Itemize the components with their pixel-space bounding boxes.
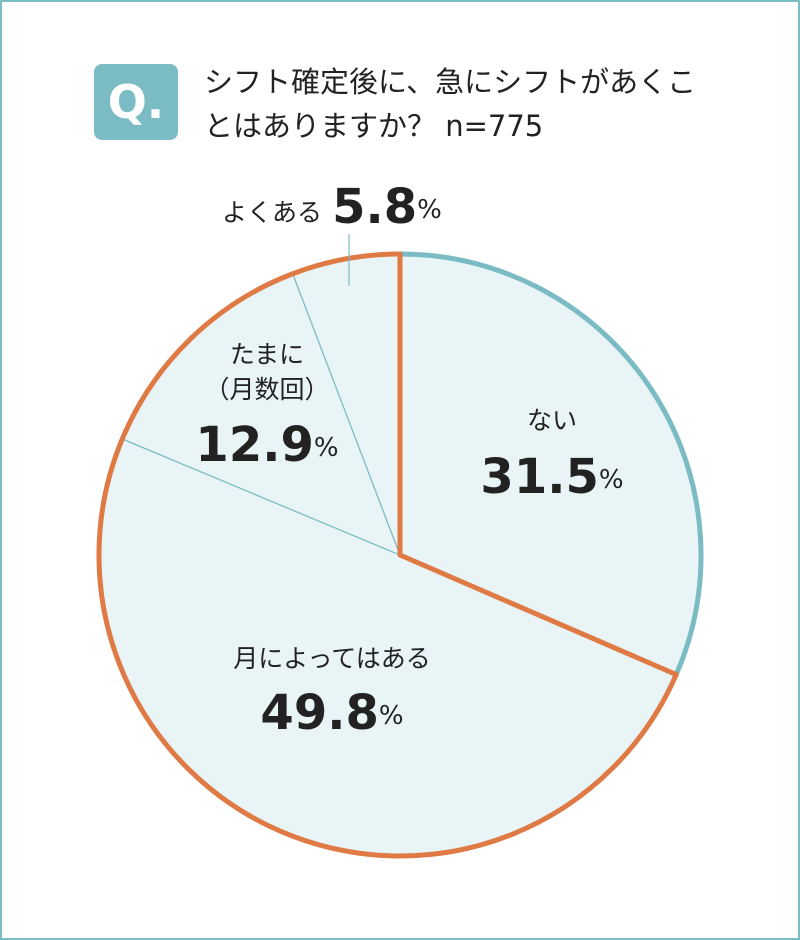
slice-label: ない [527,406,577,435]
value-label: 12.9% [195,417,338,473]
slice-label: よくある [222,198,322,227]
slice-label: 月によってはある [233,644,431,673]
question-badge: Q. [94,64,178,140]
value-label: 5.8% [332,179,442,235]
slice-label: たまに（月数回） [204,340,329,404]
slice-divider [397,552,679,678]
slice-outline [399,251,704,676]
slice-outline [96,437,679,859]
slice-outline [291,251,401,277]
value-label: 49.8% [260,685,403,741]
slice-outline [119,271,294,440]
value-label: 31.5% [480,449,623,505]
chart-title: シフト確定後に、急にシフトがあくことはありますか？ n=775 [204,65,697,143]
